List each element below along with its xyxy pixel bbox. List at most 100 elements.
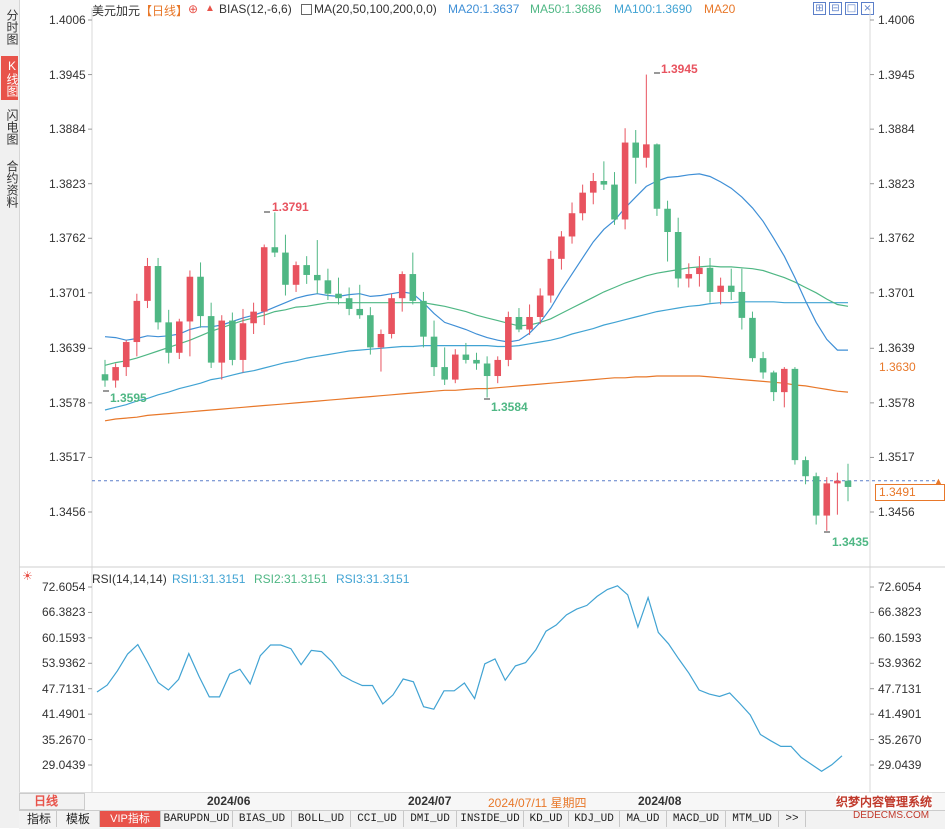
- candle: [409, 252, 417, 305]
- candle-body: [717, 285, 724, 292]
- bias-label: BIAS(12,-6,6): [219, 2, 292, 16]
- ma20-line: [104, 173, 848, 351]
- candle: [653, 143, 661, 216]
- price-alert-icon[interactable]: ▲: [934, 476, 943, 486]
- rsi-tick-label: 47.7131: [878, 681, 922, 696]
- candle: [335, 277, 342, 305]
- candle-body: [165, 322, 172, 353]
- price-tick-label: 1.3639: [49, 341, 86, 356]
- rsi-tick-label: 60.1593: [878, 630, 922, 645]
- add-indicator-icon[interactable]: ⊕: [188, 2, 199, 16]
- tab-cci[interactable]: CCI_UD: [351, 811, 404, 827]
- tab-mtm[interactable]: MTM_UD: [726, 811, 779, 827]
- ma100-line: [104, 301, 848, 411]
- candle: [122, 340, 130, 377]
- candle: [526, 304, 533, 335]
- tab-bias[interactable]: BIAS_UD: [233, 811, 292, 827]
- tab-ma[interactable]: MA_UD: [620, 811, 667, 827]
- tab-macd[interactable]: MACD_UD: [667, 811, 726, 827]
- candle: [303, 256, 310, 284]
- candle-body: [239, 323, 247, 360]
- ma-settings-icon[interactable]: [301, 4, 312, 15]
- tab-lightning[interactable]: 闪电图: [5, 109, 19, 145]
- tab-templates[interactable]: 模板: [57, 811, 100, 827]
- candle-body: [759, 358, 767, 373]
- candle: [186, 270, 194, 357]
- candle: [632, 130, 640, 184]
- tab-barupdn[interactable]: BARUPDN_UD: [161, 811, 233, 827]
- candle: [250, 302, 257, 334]
- annotation-low-2: 1.3584: [491, 400, 528, 414]
- tab-contract-info[interactable]: 合约资料: [5, 160, 19, 208]
- current-price-label: 1.3491: [875, 484, 945, 501]
- candle-body: [367, 315, 374, 348]
- candle: [727, 268, 735, 300]
- candle-body: [589, 181, 597, 193]
- price-tick-label: 1.3639: [878, 341, 915, 356]
- zoom-in-icon[interactable]: ⊞: [813, 2, 826, 15]
- candle: [398, 271, 406, 312]
- candle-body: [696, 267, 703, 275]
- candle-body: [770, 372, 777, 393]
- candles: [101, 74, 852, 531]
- candle-body: [505, 316, 512, 360]
- tab-kdj[interactable]: KDJ_UD: [569, 811, 620, 827]
- candle: [664, 200, 671, 262]
- tab-indicators[interactable]: 指标: [22, 811, 57, 827]
- candle: [345, 287, 353, 316]
- price-tick-label: 1.3517: [49, 450, 86, 465]
- tab-timeshare[interactable]: 分时图: [5, 9, 19, 45]
- maximize-icon[interactable]: □: [845, 2, 858, 15]
- tab-dmi[interactable]: DMI_UD: [404, 811, 457, 827]
- tab-more[interactable]: >>: [779, 811, 806, 827]
- candle: [154, 257, 162, 330]
- candle: [643, 74, 650, 168]
- ma100-value: MA100:1.3690: [614, 2, 693, 16]
- tab-boll[interactable]: BOLL_UD: [292, 811, 351, 827]
- tab-inside[interactable]: INSIDE_UD: [457, 811, 524, 827]
- close-icon[interactable]: ×: [861, 2, 874, 15]
- candle: [547, 250, 555, 303]
- candle: [239, 308, 247, 373]
- rsi2-value: RSI2:31.3151: [254, 572, 328, 586]
- candle: [197, 262, 204, 328]
- price-tick-label: 1.3884: [878, 122, 915, 137]
- candle-body: [781, 368, 788, 393]
- candle: [749, 311, 756, 362]
- candle-body: [197, 276, 204, 317]
- tab-kd[interactable]: KD_UD: [524, 811, 569, 827]
- candle-body: [441, 367, 448, 380]
- candle-body: [218, 320, 226, 363]
- ma50-line: [104, 265, 849, 366]
- candle: [144, 257, 151, 309]
- candle-body: [229, 320, 236, 360]
- tab-kline[interactable]: K线图: [1, 56, 19, 100]
- rsi-line: [96, 585, 843, 773]
- rsi-tick-label: 66.3823: [42, 605, 86, 620]
- period-selector[interactable]: 日线 ◀▶: [19, 793, 85, 823]
- candle-body: [144, 266, 151, 301]
- candle-body: [101, 374, 109, 381]
- period-label[interactable]: 【日线】: [140, 4, 189, 18]
- candle-body: [398, 274, 406, 299]
- candle-body: [547, 258, 555, 296]
- date-label-aug: 2024/08: [638, 794, 682, 808]
- zoom-out-icon[interactable]: ⊟: [829, 2, 842, 15]
- candle-body: [345, 298, 353, 309]
- candle-body: [812, 476, 820, 516]
- candle-body: [377, 333, 385, 348]
- annotations: [103, 72, 830, 533]
- rsi-settings-icon[interactable]: ☀: [22, 569, 33, 583]
- candle: [696, 256, 703, 287]
- price-tick-label: 1.3945: [49, 67, 86, 82]
- rsi-tick-label: 29.0439: [878, 758, 922, 772]
- candle: [271, 212, 279, 258]
- candle: [791, 367, 799, 465]
- candle-body: [133, 300, 141, 343]
- up-arrow-icon: ▲: [205, 3, 215, 14]
- candle-body: [802, 460, 809, 477]
- tab-vip-indicators[interactable]: VIP指标: [100, 811, 161, 827]
- candle: [176, 318, 183, 360]
- candle-body: [568, 213, 576, 237]
